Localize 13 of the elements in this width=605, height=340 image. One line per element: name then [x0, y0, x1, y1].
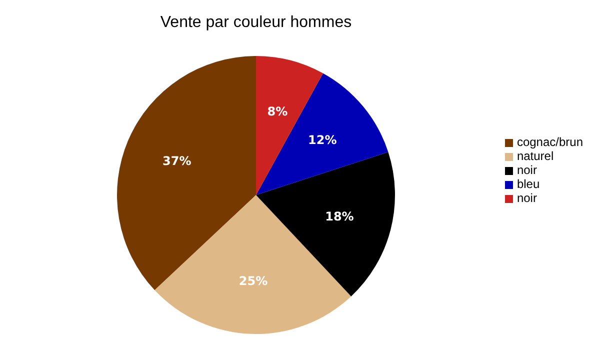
- legend-label: naturel: [516, 149, 554, 163]
- legend-label: cognac/brun: [516, 135, 583, 149]
- chart-title: Vente par couleur hommes: [159, 14, 353, 32]
- data-label: 12%: [308, 133, 337, 148]
- pie-slice: [256, 73, 388, 195]
- legend-label: noir: [516, 163, 537, 177]
- data-label: 18%: [325, 209, 354, 224]
- legend-label: bleu: [516, 177, 540, 191]
- data-label: 8%: [267, 104, 288, 119]
- data-label: 37%: [162, 154, 192, 168]
- legend-label: noir: [516, 191, 537, 205]
- pie-slice: [154, 195, 352, 334]
- data-label: 25%: [238, 274, 268, 288]
